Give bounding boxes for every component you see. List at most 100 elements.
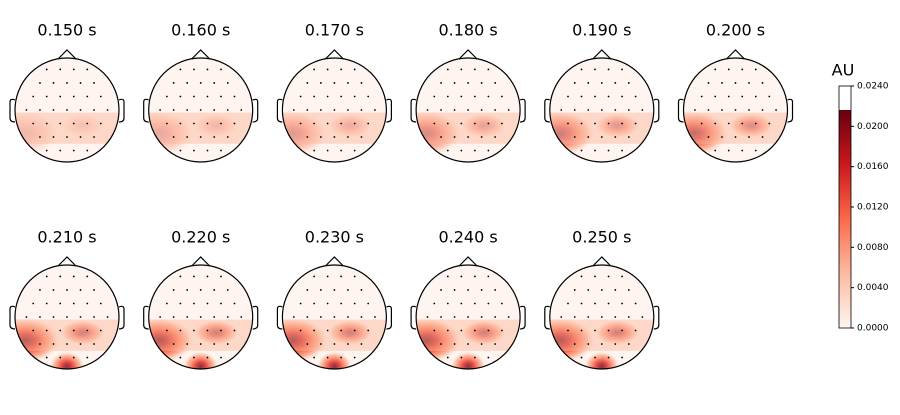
sensor <box>179 149 182 152</box>
sensor <box>193 122 195 125</box>
ear <box>544 305 551 330</box>
sensor <box>460 122 463 125</box>
sensor <box>453 289 456 291</box>
sensor <box>594 68 596 71</box>
ear <box>276 98 283 123</box>
sensor <box>186 316 189 318</box>
heat <box>416 317 521 369</box>
sensor <box>172 289 175 291</box>
sensor <box>226 136 229 138</box>
sensor <box>453 136 456 138</box>
topomap <box>410 49 526 163</box>
sensor <box>99 122 102 125</box>
sensor <box>567 122 569 125</box>
sensor <box>306 136 309 138</box>
sensor <box>292 316 295 318</box>
sensor <box>567 329 569 332</box>
sensor <box>179 95 182 98</box>
sensor <box>45 95 48 98</box>
sensor <box>607 149 610 152</box>
sensor <box>700 122 703 125</box>
sensor <box>487 356 490 359</box>
sensor <box>353 329 356 332</box>
sensor <box>206 122 209 125</box>
sensor <box>333 316 336 318</box>
sensor <box>734 82 737 84</box>
sensor <box>72 68 75 71</box>
sensor <box>59 68 62 71</box>
sensor <box>707 82 710 84</box>
sensor <box>72 95 75 98</box>
sensor <box>473 122 476 125</box>
ear <box>519 98 526 123</box>
sensor <box>319 316 322 318</box>
sensor <box>45 68 48 71</box>
sensor <box>220 329 222 332</box>
map-title: 0.230 s <box>305 228 364 247</box>
sensor <box>59 95 62 98</box>
sensor <box>446 68 449 71</box>
sensor <box>45 329 48 332</box>
sensor <box>353 95 356 98</box>
sensor <box>199 82 202 84</box>
sensor <box>580 356 583 359</box>
sensor <box>199 289 202 291</box>
sensor <box>347 316 349 318</box>
ear <box>653 98 660 123</box>
sensor <box>446 356 449 359</box>
sensor <box>186 82 189 84</box>
sensor <box>179 68 182 71</box>
topomap <box>276 49 392 163</box>
sensor <box>186 109 189 111</box>
sensor <box>467 136 469 138</box>
sensor <box>233 122 236 125</box>
sensor <box>39 82 41 84</box>
ear <box>410 305 417 330</box>
sensor <box>72 356 75 359</box>
sensor <box>580 68 583 71</box>
sensor <box>600 343 603 345</box>
sensor <box>440 316 442 318</box>
sensor <box>714 149 717 152</box>
sensor <box>326 122 329 125</box>
sensor <box>99 95 102 98</box>
colorbar-tick-label: 0.0160 <box>857 162 889 172</box>
sensor <box>353 149 356 152</box>
sensor <box>226 343 229 345</box>
sensor <box>453 343 456 345</box>
sensor <box>66 316 68 318</box>
sensor <box>621 302 623 305</box>
sensor <box>86 68 89 71</box>
sensor <box>340 68 343 71</box>
sensor <box>607 329 610 332</box>
sensor <box>226 289 229 291</box>
sensor <box>460 302 463 305</box>
sensor <box>494 289 497 291</box>
sensor <box>79 316 82 318</box>
sensor <box>220 95 222 98</box>
sensor <box>93 343 95 345</box>
sensor <box>319 289 322 291</box>
sensor <box>367 95 370 98</box>
nose <box>191 49 211 60</box>
nose <box>726 49 745 60</box>
sensor <box>306 109 309 111</box>
sensor <box>594 149 596 152</box>
sensor <box>641 316 644 318</box>
sensor <box>494 109 497 111</box>
sensor <box>775 109 777 111</box>
sensor <box>213 343 216 345</box>
sensor <box>614 82 617 84</box>
sensor <box>700 95 703 98</box>
sensor <box>45 356 48 359</box>
sensor <box>313 95 316 98</box>
ear <box>787 98 794 123</box>
sensor <box>79 136 82 138</box>
sensor <box>467 316 469 318</box>
sensor <box>600 109 603 111</box>
sensor <box>39 316 41 318</box>
sensor <box>353 302 356 305</box>
sensor <box>172 109 175 111</box>
sensor <box>560 316 563 318</box>
ear <box>143 98 149 123</box>
